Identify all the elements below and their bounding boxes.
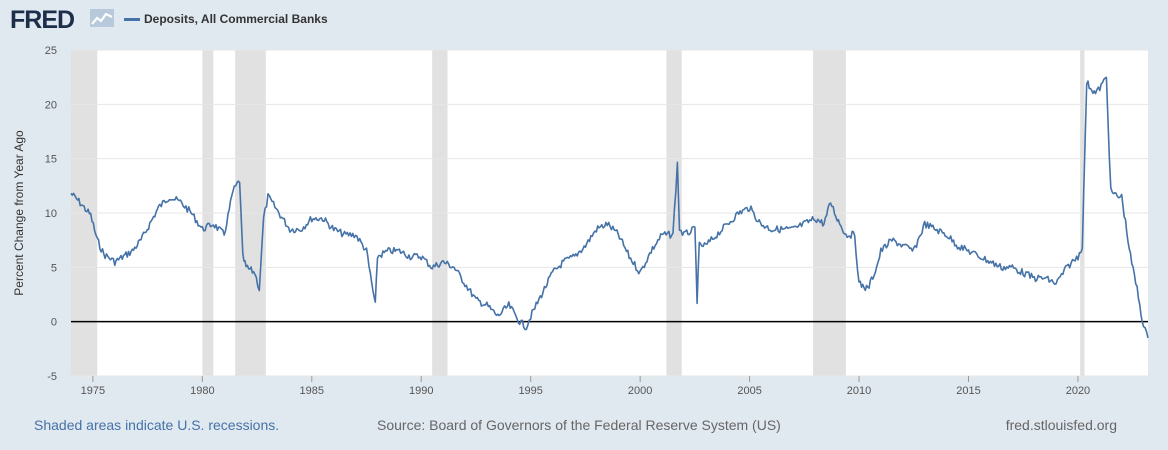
y-tick-label: 20 — [45, 99, 57, 111]
legend-label: Deposits, All Commercial Banks — [144, 12, 328, 26]
y-tick-label: -5 — [47, 371, 57, 383]
x-tick-label: 1975 — [81, 385, 105, 397]
chart-header: FRED Deposits, All Commercial Banks — [0, 0, 1168, 40]
y-tick-label: 5 — [51, 262, 57, 274]
y-tick-label: 25 — [45, 45, 57, 57]
source-text: Source: Board of Governors of the Federa… — [377, 417, 781, 433]
legend-swatch — [124, 18, 140, 22]
x-tick-label: 1985 — [300, 385, 324, 397]
chart: -5 0 5 10 15 20 25 1975 1980 1985 1990 1995 2000 2005… — [12, 45, 1149, 397]
legend[interactable]: Deposits, All Commercial Banks — [124, 12, 328, 26]
x-tick-label: 1990 — [409, 385, 433, 397]
y-tick-label: 0 — [51, 317, 57, 329]
x-tick-label: 2020 — [1066, 385, 1090, 397]
x-tick-label: 2000 — [628, 385, 652, 397]
x-tick-label: 1995 — [518, 385, 542, 397]
series-line — [70, 76, 1149, 339]
x-tick-label: 2010 — [847, 385, 871, 397]
line-chart-icon — [90, 9, 114, 27]
recession-note[interactable]: Shaded areas indicate U.S. recessions. — [34, 417, 280, 433]
x-tick-label: 2005 — [737, 385, 761, 397]
x-tick-label: 2015 — [956, 385, 980, 397]
site-link[interactable]: fred.stlouisfed.org — [1005, 417, 1117, 433]
x-tick-label: 1980 — [190, 385, 214, 397]
y-axis-label: Percent Change from Year Ago — [12, 130, 26, 296]
y-tick-label: 10 — [45, 208, 57, 220]
y-tick-label: 15 — [45, 154, 57, 166]
fred-logo[interactable]: FRED — [10, 6, 75, 34]
